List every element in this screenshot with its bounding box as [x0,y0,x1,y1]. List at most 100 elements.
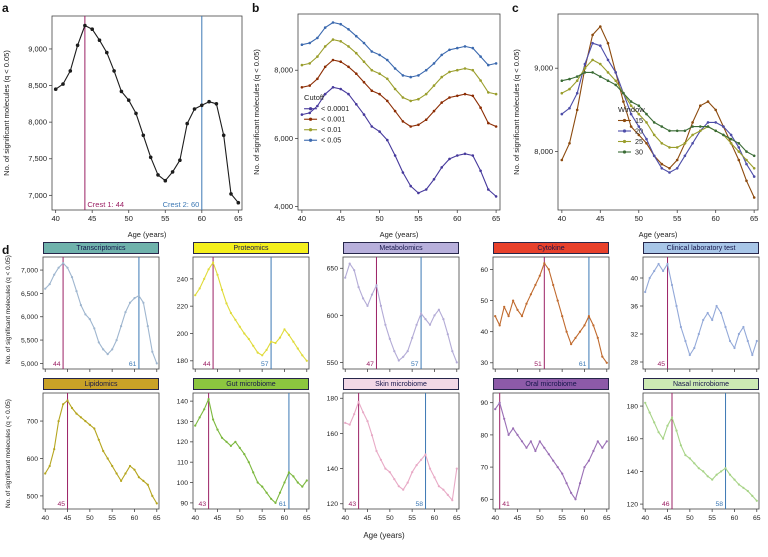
svg-text:61: 61 [579,361,587,368]
svg-text:58: 58 [715,501,723,508]
chart-cytokine: 30 40 50 60 51 61 [480,256,610,372]
svg-text:57: 57 [261,361,269,368]
svg-text:50: 50 [236,515,244,522]
svg-text:40: 40 [630,275,638,282]
svg-text:45: 45 [596,214,604,223]
svg-text:Cutoff: Cutoff [304,93,325,102]
svg-text:20: 20 [635,127,643,136]
svg-text:60: 60 [731,515,739,522]
d-y-axis-label-row2: No. of significant molecules (q < 0.05) [5,399,12,509]
svg-text:60: 60 [281,515,289,522]
svg-text:55: 55 [108,515,116,522]
svg-text:700: 700 [27,418,39,425]
svg-text:120: 120 [327,501,339,508]
svg-text:50: 50 [375,214,383,223]
svg-text:120: 120 [627,501,639,508]
chart-a: 7,000 7,500 8,000 8,500 9,000 40 45 50 55 60 65 Cre… [2,15,243,239]
svg-text:500: 500 [27,493,39,500]
svg-text:40: 40 [491,515,499,522]
panel-label-a: a [2,1,9,15]
svg-text:45: 45 [664,515,672,522]
svg-text:8,000: 8,000 [28,118,47,127]
svg-text:47: 47 [366,361,374,368]
svg-text:Crest 2: 60: Crest 2: 60 [163,200,200,209]
chart-transcriptomics: 5,000 5,500 6,000 6,500 7,000 44 61 [21,256,160,372]
svg-text:43: 43 [349,501,357,508]
svg-text:120: 120 [177,439,189,446]
svg-text:60: 60 [581,515,589,522]
svg-text:50: 50 [386,515,394,522]
svg-text:65: 65 [753,515,761,522]
svg-text:8,000: 8,000 [274,66,293,75]
svg-text:6,000: 6,000 [274,134,293,143]
svg-text:36: 36 [630,303,638,310]
chart-clinical-laboratory-test: 28 32 36 40 45 [630,256,760,372]
panel-b: b 4,000 6,000 8,000 40 45 50 55 60 65 No. of sign… [250,0,510,240]
svg-text:140: 140 [327,466,339,473]
d-x-axis-label: Age (years) [363,531,405,540]
subpanel-title-transcriptomics: Transcriptomics [43,242,159,254]
svg-text:7,000: 7,000 [28,191,47,200]
svg-text:60: 60 [712,214,720,223]
svg-text:650: 650 [327,266,339,273]
svg-text:7,000: 7,000 [21,267,38,274]
chart-nasal-microbiome: 120 140 160 180 40 45 50 55 60 65 46 58 [627,392,761,522]
svg-text:57: 57 [411,361,419,368]
svg-text:60: 60 [453,214,461,223]
subpanel-title-cytokine: Cytokine [493,242,609,254]
svg-text:41: 41 [502,501,510,508]
svg-text:55: 55 [558,515,566,522]
svg-text:180: 180 [327,396,339,403]
svg-text:50: 50 [635,214,643,223]
panel-label-c: c [512,1,519,15]
subpanel-gut-microbiome: Gut microbiome 90 100 110 120 130 140 40 45 50 55… [165,378,315,530]
subpanel-metabolomics: Metabolomics 550 600 650 47 57 [315,242,465,378]
top-row: a 7,000 7,500 8,000 8,500 9,000 40 45 50 55 60 65 C… [0,0,768,240]
svg-text:140: 140 [627,469,639,476]
svg-text:140: 140 [177,399,189,406]
svg-text:45: 45 [337,214,345,223]
svg-text:30: 30 [635,148,643,157]
svg-text:65: 65 [303,515,311,522]
svg-text:No. of significant molecules (: No. of significant molecules (q < 0.05) [512,49,521,175]
svg-text:55: 55 [258,515,266,522]
svg-text:40: 40 [298,214,306,223]
svg-text:160: 160 [327,431,339,438]
svg-text:65: 65 [453,515,461,522]
svg-text:160: 160 [627,436,639,443]
subpanel-transcriptomics: Transcriptomics 5,000 5,500 6,000 6,500 7,00… [15,242,165,378]
svg-text:< 0.01: < 0.01 [321,125,341,134]
svg-text:90: 90 [180,500,188,507]
svg-text:45: 45 [364,515,372,522]
svg-text:9,000: 9,000 [28,44,47,53]
svg-text:50: 50 [86,515,94,522]
d-y-axis-label-row1: No. of significant molecules (q < 0.05) [5,255,12,365]
svg-text:55: 55 [408,515,416,522]
svg-text:40: 40 [641,515,649,522]
svg-text:550: 550 [327,360,339,367]
svg-text:Window: Window [618,105,645,114]
svg-text:55: 55 [161,214,169,223]
svg-text:200: 200 [177,331,189,338]
svg-text:45: 45 [57,501,65,508]
svg-text:60: 60 [431,515,439,522]
svg-text:55: 55 [708,515,716,522]
svg-text:8,500: 8,500 [28,81,47,90]
svg-text:180: 180 [177,358,189,365]
svg-text:40: 40 [41,515,49,522]
svg-text:100: 100 [177,480,189,487]
svg-text:6,000: 6,000 [21,314,38,321]
svg-text:51: 51 [534,361,542,368]
svg-text:70: 70 [480,465,488,472]
subpanel-oral-microbiome: Oral microbiome 60 70 80 90 40 45 50 55 60 65 41 [465,378,615,530]
svg-text:61: 61 [279,501,287,508]
svg-text:7,500: 7,500 [28,154,47,163]
svg-text:Crest 1: 44: Crest 1: 44 [87,200,124,209]
subpanel-title-nasal-microbiome: Nasal microbiome [643,378,759,390]
svg-text:5,000: 5,000 [21,361,38,368]
svg-text:65: 65 [603,515,611,522]
panel-d-row-2: No. of significant molecules (q < 0.05) … [2,378,768,530]
svg-text:45: 45 [88,214,96,223]
svg-text:65: 65 [153,515,161,522]
